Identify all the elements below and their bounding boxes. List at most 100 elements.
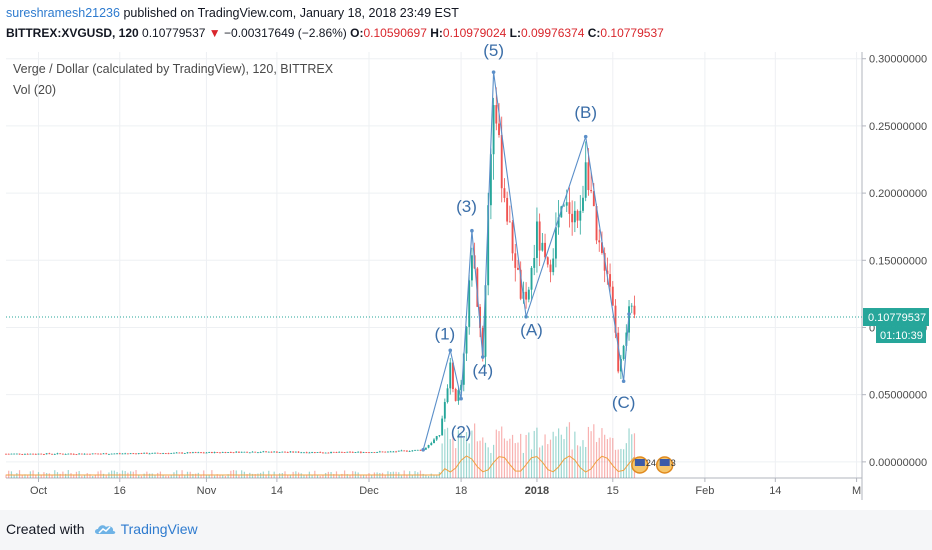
wave-label: (C) [612,393,636,412]
candle-body [530,267,533,290]
candle-body [170,453,173,454]
volume-bar [270,474,273,478]
candle-body [592,191,595,207]
volume-bar [525,434,527,478]
candle-body [21,454,24,455]
y-tick-label: 0.25000000 [869,121,927,133]
volume-bar [316,474,319,478]
volume-bar [148,473,151,478]
candle-body [468,280,471,327]
candle-body [576,210,579,221]
volume-bar [151,473,153,478]
candle-body [389,451,392,453]
candle-body [557,217,560,228]
tradingview-cloud-icon [94,525,115,534]
volume-bar [73,474,75,478]
candle-body [216,452,219,453]
footer: Created with TradingView [6,521,198,537]
quote-bar: BITTREX:XVGUSD, 120 0.10779537 ▼ −0.0031… [6,26,664,40]
candle-body [42,454,45,456]
volume-bar [568,422,571,478]
candle-body [205,452,208,454]
wave-point [480,355,485,359]
volume-bar [232,470,235,478]
volume-bar [111,470,113,478]
close-label: C: [587,26,601,40]
volume-bar [200,475,202,478]
volume-bar [300,473,302,478]
volume-bar [113,470,115,478]
candle-body [173,452,175,454]
candle-body [590,190,593,192]
volume-bar [70,473,72,478]
low-label: L: [509,26,521,40]
candle-body [446,388,449,403]
x-tick-label: 2018 [525,485,549,497]
volume-bar [205,475,208,478]
y-tick-label: 0.20000000 [869,188,927,200]
author-link[interactable]: sureshramesh21236 [6,6,120,20]
candle-body [297,451,300,453]
volume-bar [631,434,633,478]
candle-body [102,453,105,455]
candle-body [525,291,528,300]
volume-bar [121,470,124,478]
volume-bar [119,473,121,478]
volume-bar [13,474,15,478]
high-value: 0.10979024 [442,26,507,40]
candle-body [267,451,270,453]
candle-body [617,332,620,372]
volume-bar [18,470,21,478]
volume-bar [254,474,256,478]
price-change: −0.00317649 (−2.86%) [224,26,347,40]
volume-bar [446,427,449,478]
candle-body [232,452,235,454]
volume-bar [230,470,232,478]
candle-body [37,453,40,455]
candle-body [91,453,94,455]
candle-body [210,452,213,453]
volume-bar [135,470,137,478]
candle-body [587,162,590,191]
candle-body [609,274,612,287]
tradingview-logo[interactable]: TradingView [93,521,198,537]
volume-bar [59,473,61,478]
candle-body [18,453,21,455]
candle-body [316,452,319,453]
volume-bar [8,470,10,478]
candle-body [213,452,216,453]
candle-body [625,332,628,346]
publish-header: sureshramesh21236 published on TradingVi… [6,5,459,21]
candle-body [460,384,463,391]
price-chart[interactable]: 0.30000000 0.25000000 0.20000000 0.15000000… [0,0,932,510]
volume-bar [165,475,167,478]
volume-bar [492,444,495,478]
candle-body [167,453,170,455]
candle-body [135,453,137,455]
volume-bar [433,475,435,478]
candle-body [630,305,633,307]
candle-body [527,289,530,300]
down-arrow-icon: ▼ [208,26,221,40]
last-price-tag [863,308,929,327]
candle-body [308,452,311,454]
candle-body [32,453,35,455]
volume-bar [563,439,565,478]
volume-bar [576,445,579,478]
volume-bar [346,474,348,478]
volume-bar [427,475,430,478]
candle-body [340,451,343,453]
volume-bar [48,473,50,478]
candle-body [362,452,365,453]
volume-bar [585,446,587,478]
x-tick-label: M [852,485,861,497]
chart-title: Verge / Dollar (calculated by TradingVie… [13,62,334,76]
volume-bar [449,439,451,478]
volume-bar [224,475,227,478]
candle-body [229,452,232,453]
candle-body [454,389,457,401]
volume-bar [138,474,140,478]
candle-body [200,452,202,454]
volume-bar [517,442,519,478]
countdown-tag [876,326,926,344]
